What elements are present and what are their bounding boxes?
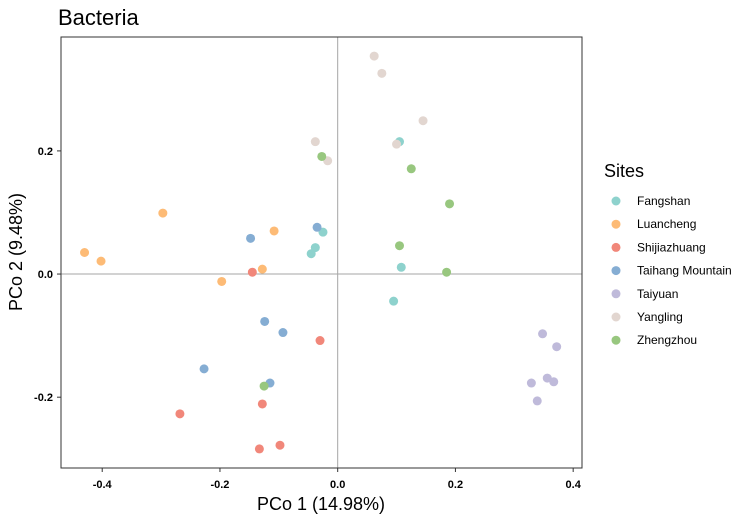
data-points xyxy=(80,51,562,454)
data-point-zhengzhou xyxy=(317,151,327,161)
data-point-zhengzhou xyxy=(395,241,405,251)
data-point-taiyuan xyxy=(538,329,548,339)
y-tick-label: -0.2 xyxy=(34,392,53,404)
legend-key-shijiazhuang xyxy=(611,242,621,252)
data-point-yangling xyxy=(392,139,402,149)
y-axis-title: PCo 2 (9.48%) xyxy=(6,193,26,311)
legend-key-taiyuan xyxy=(611,289,621,299)
legend-label-yangling: Yangling xyxy=(637,310,683,324)
data-point-luancheng xyxy=(96,256,106,266)
data-point-taihang-mountain xyxy=(260,316,270,326)
data-point-fangshan xyxy=(396,262,406,272)
data-point-fangshan xyxy=(310,243,320,253)
data-point-zhengzhou xyxy=(259,381,269,391)
legend-key-yangling xyxy=(611,312,621,322)
data-point-taihang-mountain xyxy=(199,364,209,374)
y-tick-label: 0.2 xyxy=(38,146,53,158)
legend-label-taiyuan: Taiyuan xyxy=(637,287,678,301)
legend-key-fangshan xyxy=(611,196,621,206)
data-point-luancheng xyxy=(217,276,227,286)
plot-area xyxy=(60,36,583,469)
legend: Sites Fangshan Luancheng Shijiazhuang Taiha… xyxy=(604,161,732,347)
x-axis-ticks: -0.4 -0.2 0.0 0.2 0.4 xyxy=(93,468,582,491)
data-point-zhengzhou xyxy=(442,267,452,277)
data-point-taihang-mountain xyxy=(312,222,322,232)
x-tick-label: 0.2 xyxy=(448,479,463,491)
reference-lines xyxy=(61,37,582,468)
legend-label-shijiazhuang: Shijiazhuang xyxy=(637,240,706,254)
legend-label-zhengzhou: Zhengzhou xyxy=(637,333,697,347)
legend-label-fangshan: Fangshan xyxy=(637,194,690,208)
data-point-shijiazhuang xyxy=(275,440,285,450)
data-point-luancheng xyxy=(80,248,90,257)
data-point-shijiazhuang xyxy=(257,399,267,409)
data-point-luancheng xyxy=(269,226,279,236)
data-point-taihang-mountain xyxy=(246,233,256,243)
legend-key-zhengzhou xyxy=(611,335,621,345)
plot-border xyxy=(60,36,583,469)
data-point-shijiazhuang xyxy=(315,336,325,346)
data-point-shijiazhuang xyxy=(254,444,264,454)
data-point-yangling xyxy=(377,68,387,78)
x-tick-label: 0.4 xyxy=(566,479,582,491)
data-point-fangshan xyxy=(318,227,328,237)
legend-key-luancheng xyxy=(611,219,621,229)
y-axis-ticks: -0.2 0.0 0.2 xyxy=(34,146,61,404)
x-tick-label: -0.4 xyxy=(93,479,113,491)
data-point-yangling xyxy=(310,137,320,147)
data-point-zhengzhou xyxy=(445,199,455,209)
legend-label-taihang-mountain: Taihang Mountain xyxy=(637,264,732,278)
x-axis-title: PCo 1 (14.98%) xyxy=(257,494,385,514)
data-point-taiyuan xyxy=(526,378,536,388)
data-point-yangling xyxy=(418,116,428,126)
data-point-taiyuan xyxy=(532,396,542,406)
legend-key-taihang-mountain xyxy=(611,266,621,276)
data-point-shijiazhuang xyxy=(175,409,185,419)
x-tick-label: -0.2 xyxy=(210,479,229,491)
data-point-shijiazhuang xyxy=(247,267,257,277)
data-point-luancheng xyxy=(257,264,267,274)
data-point-taiyuan xyxy=(549,377,559,387)
legend-label-luancheng: Luancheng xyxy=(637,217,696,231)
y-tick-label: 0.0 xyxy=(38,269,53,281)
legend-title: Sites xyxy=(604,161,644,181)
data-point-fangshan xyxy=(389,296,399,306)
data-point-taiyuan xyxy=(552,342,562,352)
chart-title: Bacteria xyxy=(58,5,139,30)
legend-items: Fangshan Luancheng Shijiazhuang Taihang Mou… xyxy=(611,194,732,347)
data-point-yangling xyxy=(369,51,379,61)
data-point-taihang-mountain xyxy=(278,328,288,338)
x-tick-label: 0.0 xyxy=(330,479,345,491)
data-point-zhengzhou xyxy=(406,164,416,174)
data-point-luancheng xyxy=(158,208,168,218)
